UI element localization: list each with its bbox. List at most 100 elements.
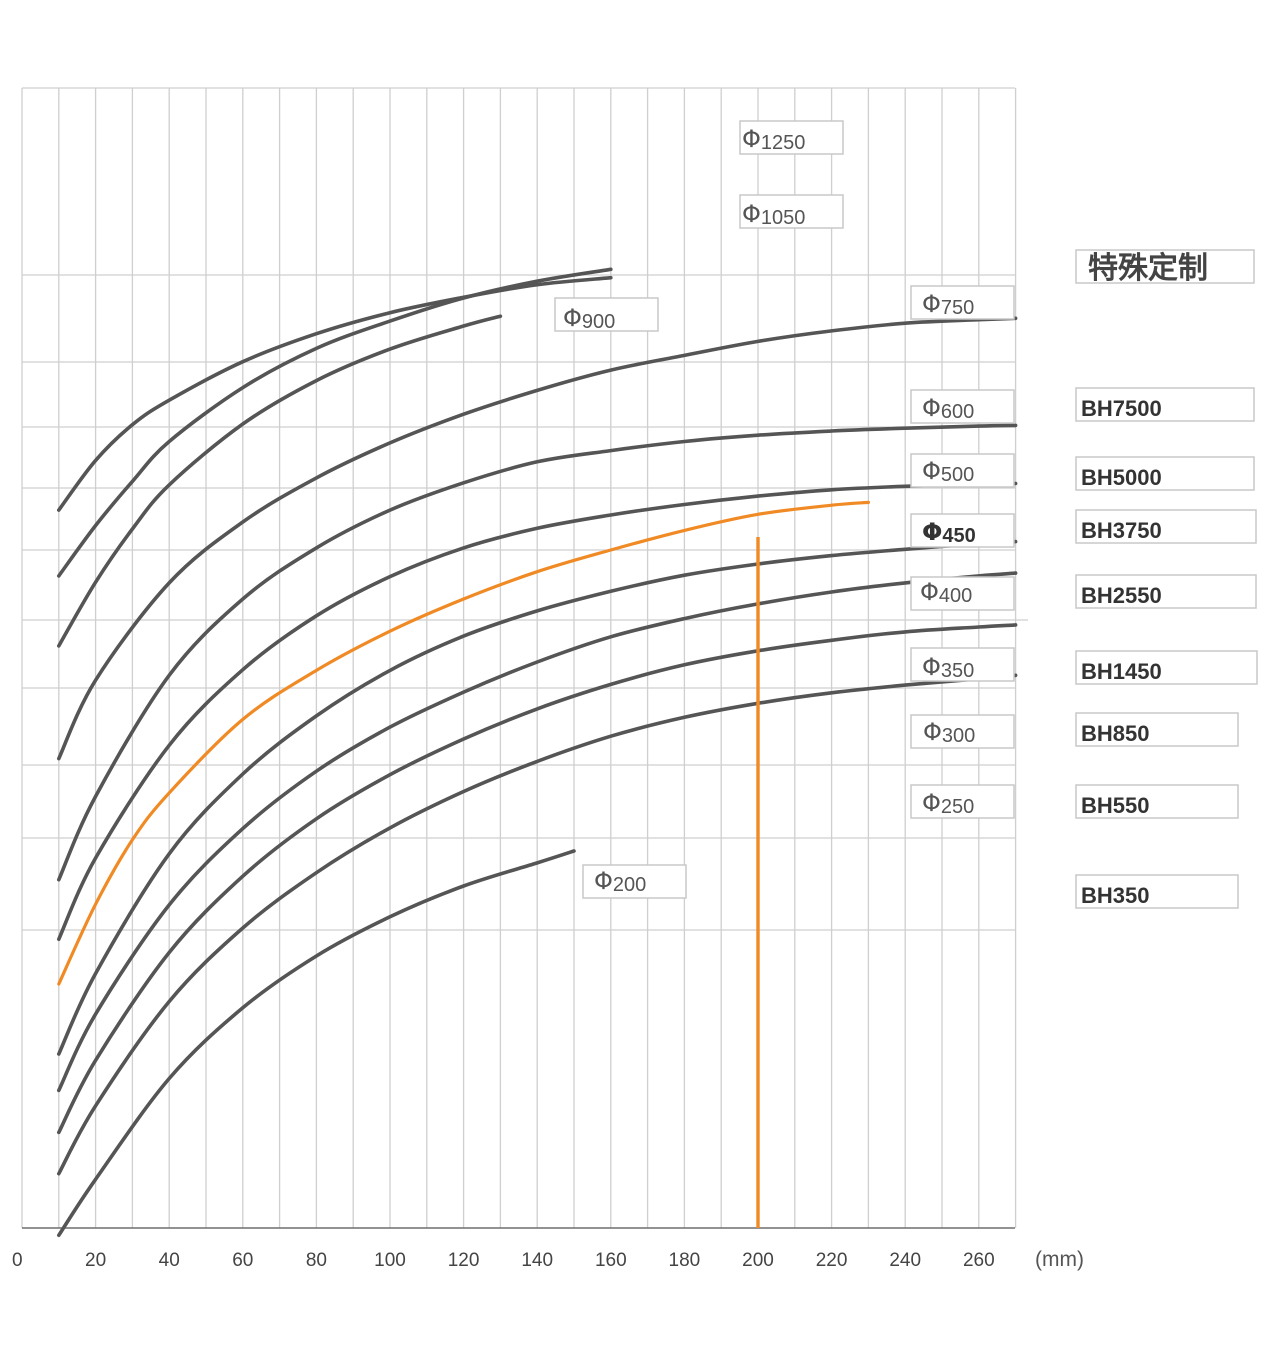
curve-phi350	[57, 571, 1018, 1093]
x-tick-labels: 0 20 40 60 80 100 120 140 160 180 200 220 240 260	[12, 1250, 995, 1271]
label-box	[1075, 509, 1257, 544]
x-tick-label: 0	[12, 1250, 23, 1271]
model-label-text: BH7500	[1081, 396, 1162, 421]
phi-label-200: Φ200	[582, 864, 687, 899]
label-box	[1075, 650, 1258, 685]
phi-label-text: Φ250	[922, 789, 974, 818]
x-tick-label: 220	[816, 1250, 848, 1271]
x-tick-label: 60	[232, 1250, 253, 1271]
phi-number: 350	[941, 660, 974, 682]
phi-label-text: Φ900	[563, 304, 615, 333]
vertical-gridlines	[21, 88, 1017, 1228]
phi-label-350: Φ350	[910, 647, 1015, 682]
label-box	[910, 784, 1015, 819]
curves	[57, 267, 1018, 1238]
phi-label-text: Φ1250	[742, 125, 805, 154]
curve-phi300	[57, 623, 1018, 1135]
label-box	[1075, 387, 1255, 422]
curve-phi900	[57, 314, 503, 648]
special-custom-label: 特殊定制	[1088, 251, 1208, 286]
label-box	[582, 864, 687, 899]
label-box	[910, 714, 1015, 749]
phi-number: 400	[939, 585, 972, 607]
phi-label-text: Φ1050	[742, 200, 805, 229]
x-tick-label: 160	[595, 1250, 627, 1271]
horizontal-gridlines	[22, 87, 1028, 931]
phi-number: 600	[941, 401, 974, 423]
phi-symbol: Φ	[922, 290, 941, 318]
model-label-6: BH850	[1075, 712, 1239, 747]
phi-number: 900	[582, 311, 615, 333]
x-tick-label: 140	[521, 1250, 553, 1271]
phi-label-text: Φ750	[922, 290, 974, 319]
phi-label-250: Φ250	[910, 784, 1015, 819]
phi-symbol: Φ	[922, 457, 941, 485]
phi-number: 500	[941, 464, 974, 486]
x-tick-label: 180	[669, 1250, 701, 1271]
curve-phi750	[57, 316, 1018, 761]
model-label-text: BH5000	[1081, 465, 1162, 490]
phi-label-text: Φ500	[922, 457, 974, 486]
phi-number: 250	[941, 796, 974, 818]
curve-phi250	[57, 673, 1018, 1176]
phi-symbol: Φ	[922, 394, 941, 422]
label-box	[1075, 874, 1239, 909]
model-label-text: BH850	[1081, 721, 1149, 746]
diameter-labels: Φ1250Φ1050Φ900Φ750Φ600Φ500Φ450Φ400Φ350Φ3…	[554, 120, 1015, 899]
model-label-0: 特殊定制	[1075, 249, 1255, 286]
phi-number: 1250	[761, 132, 806, 154]
label-box	[1075, 784, 1239, 819]
model-label-text: BH350	[1081, 883, 1149, 908]
x-tick-label: 120	[448, 1250, 480, 1271]
phi-number: 750	[941, 297, 974, 319]
phi-symbol: Φ	[923, 718, 942, 746]
phi-label-300: Φ300	[910, 714, 1015, 749]
label-box	[910, 576, 1015, 611]
model-label-text: BH1450	[1081, 659, 1162, 684]
x-unit-label: (mm)	[1035, 1248, 1084, 1271]
phi-label-450: Φ450	[910, 513, 1015, 548]
x-tick-label: 20	[85, 1250, 106, 1271]
phi-label-text: Φ400	[920, 578, 972, 607]
phi-symbol: Φ	[563, 304, 582, 332]
label-box	[1075, 712, 1239, 747]
phi-label-text: Φ450	[922, 518, 976, 547]
model-label-8: BH350	[1075, 874, 1239, 909]
x-tick-label: 260	[963, 1250, 995, 1271]
model-label-2: BH5000	[1075, 456, 1255, 491]
phi-label-text: Φ200	[594, 867, 646, 896]
curve-phi200	[57, 849, 576, 1238]
phi-label-1250: Φ1250	[739, 120, 844, 155]
curve-phi1050	[57, 267, 613, 578]
x-tick-label: 240	[889, 1250, 921, 1271]
phi-label-400: Φ400	[910, 576, 1015, 611]
x-tick-label: 40	[159, 1250, 180, 1271]
label-box	[1075, 456, 1255, 491]
phi-number: 200	[613, 874, 646, 896]
phi-number: 1050	[761, 207, 806, 229]
label-box	[910, 513, 1015, 548]
x-tick-label: 80	[306, 1250, 327, 1271]
phi-symbol: Φ	[920, 578, 939, 606]
model-label-text: BH2550	[1081, 583, 1162, 608]
model-label-5: BH1450	[1075, 650, 1258, 685]
label-box	[910, 453, 1015, 488]
label-box	[554, 297, 659, 332]
phi-symbol: Φ	[742, 200, 761, 228]
phi-label-600: Φ600	[910, 389, 1015, 424]
model-label-1: BH7500	[1075, 387, 1255, 422]
phi-label-900: Φ900	[554, 297, 659, 333]
phi-label-750: Φ750	[910, 285, 1015, 320]
model-label-3: BH3750	[1075, 509, 1257, 544]
phi-symbol: Φ	[922, 518, 942, 546]
model-label-text: BH550	[1081, 793, 1149, 818]
phi-number: 300	[942, 725, 975, 747]
label-box	[1075, 574, 1257, 609]
model-label-text: BH3750	[1081, 518, 1162, 543]
model-label-7: BH550	[1075, 784, 1239, 819]
phi-symbol: Φ	[594, 867, 613, 895]
phi-symbol: Φ	[922, 653, 941, 681]
phi-number: 450	[942, 525, 975, 547]
label-box	[910, 647, 1015, 682]
